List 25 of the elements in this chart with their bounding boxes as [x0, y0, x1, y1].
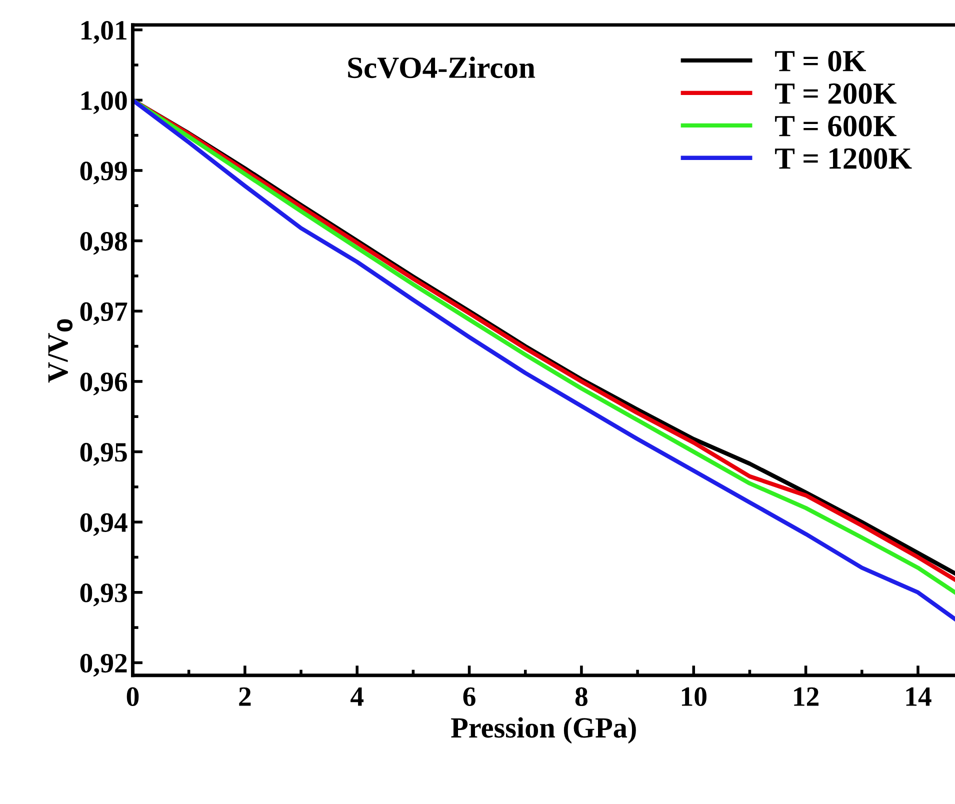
x-tick-label: 0 — [126, 687, 139, 706]
x-tick-label: 6 — [463, 687, 476, 706]
x-tick-label: 12 — [794, 687, 818, 706]
y-tick-label: 0,97 — [80, 302, 128, 326]
x-tick-label: 14 — [906, 687, 932, 706]
y-tick-label: 0,99 — [80, 162, 127, 184]
y-tick-label: 0,96 — [80, 372, 128, 396]
legend-label: T = 200K — [775, 83, 896, 104]
legend-label: T = 600K — [775, 116, 896, 136]
y-tick-label: 0,95 — [80, 442, 127, 466]
y-tick-label: 1,01 — [82, 21, 126, 44]
y-tick-label: 0,98 — [80, 232, 127, 255]
y-tick-label: 0,92 — [80, 654, 127, 677]
x-tick-label: 10 — [682, 687, 706, 706]
x-tick-label: 8 — [575, 687, 588, 706]
legend-label: T = 0K — [775, 50, 866, 72]
y-tick-label: 0,93 — [80, 584, 127, 606]
y-tick-label: 1,00 — [82, 91, 127, 114]
x-tick-label: 4 — [350, 687, 364, 706]
y-tick-label: 0,94 — [80, 513, 128, 536]
x-tick-label: 2 — [239, 687, 251, 706]
x-axis-title: Pression (GPa) — [451, 717, 636, 744]
legend-label: T = 1200K — [775, 148, 912, 169]
text: ScVO4-Zircon — [348, 56, 536, 78]
y-axis-title: V/V$_{0}$ — [48, 319, 73, 383]
